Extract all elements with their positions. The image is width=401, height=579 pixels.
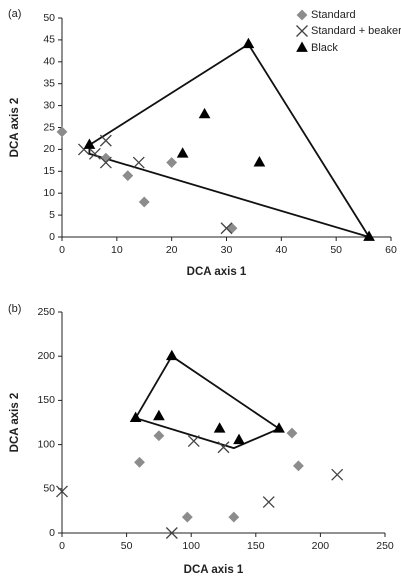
cross-point [187, 435, 200, 448]
diamond-point [293, 460, 304, 472]
x-tick-label: 0 [59, 244, 65, 256]
legend-label: Standard + beaker [311, 25, 401, 37]
diamond-point [226, 222, 238, 234]
triangle-point [129, 411, 142, 422]
y-tick-label: 15 [43, 165, 55, 177]
triangle-point [165, 349, 178, 361]
y-tick-label: 200 [37, 350, 55, 362]
x-tick-label: 30 [221, 244, 233, 256]
triangle-point [253, 156, 266, 167]
diamond-point [122, 170, 134, 182]
cross-point [165, 527, 178, 539]
triangle-point [213, 422, 226, 433]
y-axis-label: DCA axis 2 [9, 98, 21, 158]
legend-label: Black [311, 42, 338, 54]
panel-label: (a) [8, 8, 21, 20]
y-tick-label: 150 [37, 394, 55, 406]
y-axis-label: DCA axis 2 [9, 393, 21, 453]
y-tick-label: 0 [49, 527, 55, 539]
y-tick-label: 45 [43, 34, 55, 46]
series-black [129, 349, 285, 445]
y-tick-label: 50 [43, 483, 55, 495]
x-axis-label: DCA axis 1 [187, 266, 247, 278]
cross-point [132, 156, 145, 169]
y-tick-label: 250 [37, 306, 55, 318]
y-tick-label: 100 [37, 438, 55, 450]
diamond-point [134, 456, 145, 468]
cross-point [99, 134, 112, 147]
legend-marker [296, 9, 308, 21]
diamond-point [56, 126, 68, 138]
x-tick-label: 150 [247, 540, 265, 552]
cross-point [56, 485, 68, 498]
x-tick-label: 100 [182, 540, 200, 552]
diamond-point [286, 427, 298, 439]
cross-point [262, 496, 275, 509]
diamond-point [181, 511, 193, 523]
x-tick-label: 50 [330, 244, 342, 256]
panel-label: (b) [8, 303, 21, 315]
cross-point [217, 441, 230, 454]
x-tick-label: 60 [385, 244, 397, 256]
legend-marker [296, 25, 308, 37]
x-tick-label: 10 [111, 244, 123, 256]
cross-point [99, 156, 112, 169]
y-tick-label: 50 [43, 12, 55, 24]
series-standard [56, 126, 238, 234]
y-tick-label: 20 [43, 143, 55, 155]
y-tick-label: 40 [43, 56, 55, 68]
x-tick-label: 40 [275, 244, 287, 256]
y-tick-label: 35 [43, 77, 55, 89]
y-tick-label: 30 [43, 99, 55, 111]
series-black [83, 37, 375, 241]
legend-label: Standard [311, 9, 356, 21]
triangle-point [153, 409, 165, 421]
series-standard-beaker [77, 134, 233, 235]
cross-point [331, 468, 344, 481]
cross-point [220, 222, 233, 235]
diamond-point [153, 430, 165, 442]
triangle-point [233, 433, 245, 445]
x-tick-label: 20 [166, 244, 178, 256]
x-tick-label: 0 [59, 540, 65, 552]
y-tick-label: 0 [49, 231, 55, 243]
x-tick-label: 250 [376, 540, 394, 552]
x-tick-label: 200 [312, 540, 330, 552]
triangle-point [242, 37, 255, 49]
series-standard [134, 427, 304, 523]
group-hull-outline [88, 43, 372, 239]
triangle-point [83, 138, 96, 149]
legend: Standard Standard + beaker Black [296, 9, 401, 54]
triangle-point [273, 422, 285, 433]
triangle-point [198, 107, 211, 119]
diamond-point [138, 196, 150, 208]
y-tick-label: 10 [43, 187, 55, 199]
x-tick-label: 50 [121, 540, 133, 552]
triangle-point [363, 230, 375, 241]
x-axis-label: DCA axis 1 [184, 564, 244, 576]
triangle-point [176, 147, 189, 158]
legend-marker [296, 41, 308, 52]
diamond-point [228, 511, 240, 523]
series-standard-beaker [56, 435, 344, 539]
y-tick-label: 5 [49, 209, 55, 221]
y-tick-label: 25 [43, 121, 55, 133]
cross-point [88, 147, 101, 160]
diamond-point [166, 157, 178, 168]
